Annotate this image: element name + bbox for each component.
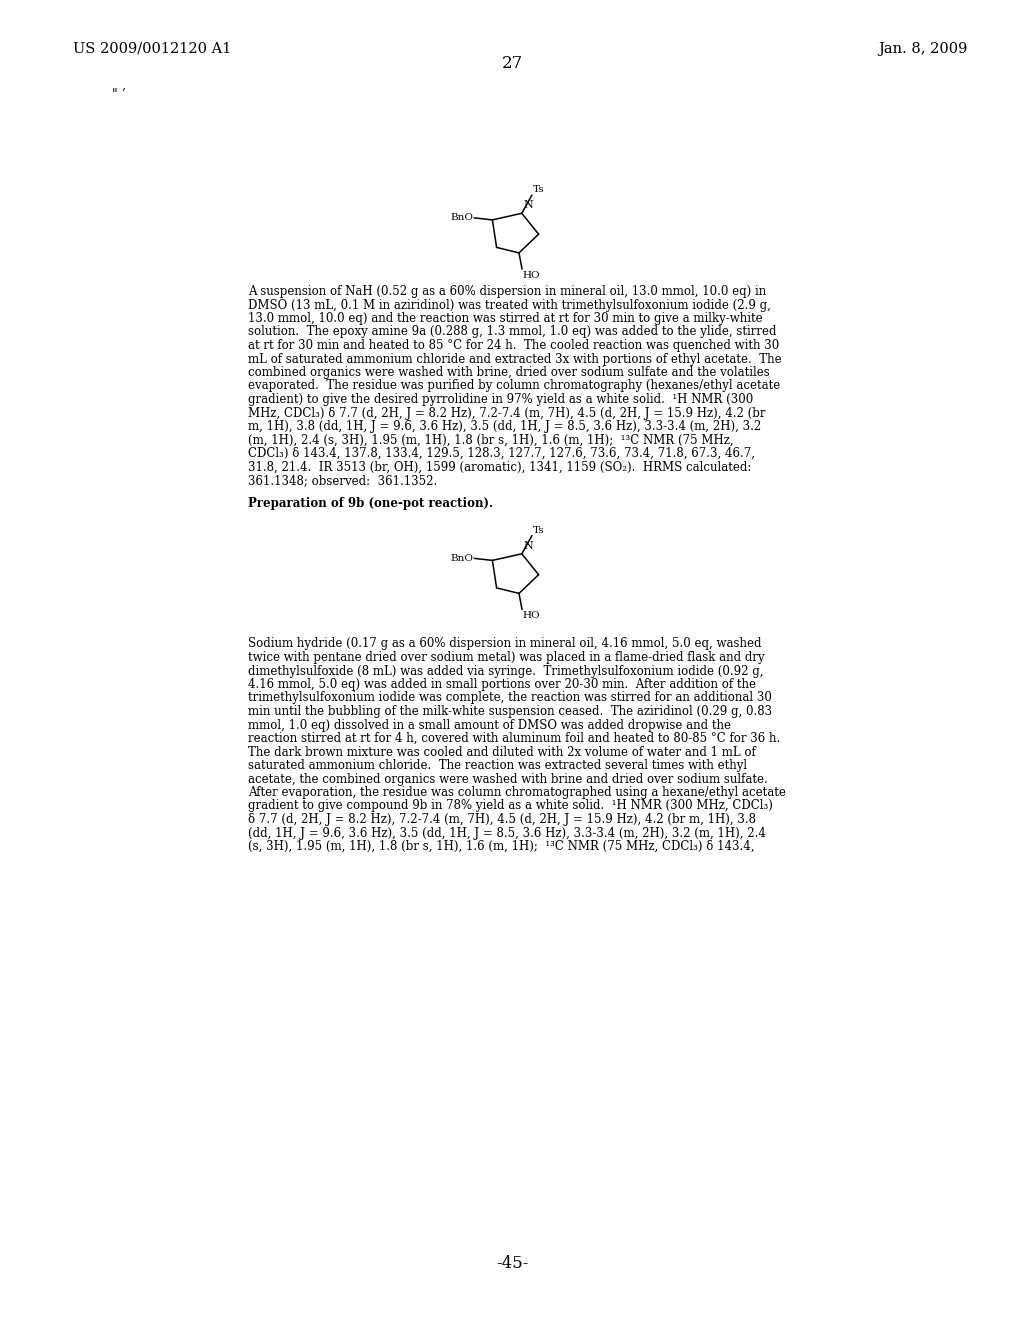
Text: CDCl₃) δ 143.4, 137.8, 133.4, 129.5, 128.3, 127.7, 127.6, 73.6, 73.4, 71.8, 67.3: CDCl₃) δ 143.4, 137.8, 133.4, 129.5, 128… (248, 447, 755, 459)
Text: BnO: BnO (451, 554, 473, 562)
Text: saturated ammonium chloride.  The reaction was extracted several times with ethy: saturated ammonium chloride. The reactio… (248, 759, 748, 772)
Text: " ’: " ’ (112, 88, 126, 102)
Text: (s, 3H), 1.95 (m, 1H), 1.8 (br s, 1H), 1.6 (m, 1H);  ¹³C NMR (75 MHz, CDCl₃) δ 1: (s, 3H), 1.95 (m, 1H), 1.8 (br s, 1H), 1… (248, 840, 755, 853)
Text: gradient) to give the desired pyrrolidine in 97% yield as a white solid.  ¹H NMR: gradient) to give the desired pyrrolidin… (248, 393, 754, 407)
Text: trimethylsulfoxonium iodide was complete, the reaction was stirred for an additi: trimethylsulfoxonium iodide was complete… (248, 692, 772, 705)
Text: twice with pentane dried over sodium metal) was placed in a flame-dried flask an: twice with pentane dried over sodium met… (248, 651, 765, 664)
Text: mmol, 1.0 eq) dissolved in a small amount of DMSO was added dropwise and the: mmol, 1.0 eq) dissolved in a small amoun… (248, 718, 731, 731)
Text: A suspension of NaH (0.52 g as a 60% dispersion in mineral oil, 13.0 mmol, 10.0 : A suspension of NaH (0.52 g as a 60% dis… (248, 285, 766, 298)
Text: (m, 1H), 2.4 (s, 3H), 1.95 (m, 1H), 1.8 (br s, 1H), 1.6 (m, 1H);  ¹³C NMR (75 MH: (m, 1H), 2.4 (s, 3H), 1.95 (m, 1H), 1.8 … (248, 433, 733, 446)
Text: BnO: BnO (451, 214, 473, 222)
Text: min until the bubbling of the milk-white suspension ceased.  The aziridinol (0.2: min until the bubbling of the milk-white… (248, 705, 772, 718)
Text: MHz, CDCl₃) δ 7.7 (d, 2H, J = 8.2 Hz), 7.2-7.4 (m, 7H), 4.5 (d, 2H, J = 15.9 Hz): MHz, CDCl₃) δ 7.7 (d, 2H, J = 8.2 Hz), 7… (248, 407, 766, 420)
Text: mL of saturated ammonium chloride and extracted 3x with portions of ethyl acetat: mL of saturated ammonium chloride and ex… (248, 352, 781, 366)
Text: 361.1348; observed:  361.1352.: 361.1348; observed: 361.1352. (248, 474, 437, 487)
Text: m, 1H), 3.8 (dd, 1H, J = 9.6, 3.6 Hz), 3.5 (dd, 1H, J = 8.5, 3.6 Hz), 3.3-3.4 (m: m, 1H), 3.8 (dd, 1H, J = 9.6, 3.6 Hz), 3… (248, 420, 761, 433)
Text: US 2009/0012120 A1: US 2009/0012120 A1 (73, 42, 231, 55)
Text: 13.0 mmol, 10.0 eq) and the reaction was stirred at rt for 30 min to give a milk: 13.0 mmol, 10.0 eq) and the reaction was… (248, 312, 763, 325)
Text: The dark brown mixture was cooled and diluted with 2x volume of water and 1 mL o: The dark brown mixture was cooled and di… (248, 746, 756, 759)
Text: evaporated.  The residue was purified by column chromatography (hexanes/ethyl ac: evaporated. The residue was purified by … (248, 380, 780, 392)
Text: solution.  The epoxy amine 9a (0.288 g, 1.3 mmol, 1.0 eq) was added to the ylide: solution. The epoxy amine 9a (0.288 g, 1… (248, 326, 776, 338)
Text: -45-: -45- (496, 1255, 528, 1272)
Text: acetate, the combined organics were washed with brine and dried over sodium sulf: acetate, the combined organics were wash… (248, 772, 768, 785)
Text: Preparation of 9b (one-pot reaction).: Preparation of 9b (one-pot reaction). (248, 498, 494, 511)
Text: at rt for 30 min and heated to 85 °C for 24 h.  The cooled reaction was quenched: at rt for 30 min and heated to 85 °C for… (248, 339, 779, 352)
Text: Sodium hydride (0.17 g as a 60% dispersion in mineral oil, 4.16 mmol, 5.0 eq, wa: Sodium hydride (0.17 g as a 60% dispersi… (248, 638, 762, 651)
Text: (dd, 1H, J = 9.6, 3.6 Hz), 3.5 (dd, 1H, J = 8.5, 3.6 Hz), 3.3-3.4 (m, 2H), 3.2 (: (dd, 1H, J = 9.6, 3.6 Hz), 3.5 (dd, 1H, … (248, 826, 766, 840)
Text: DMSO (13 mL, 0.1 M in aziridinol) was treated with trimethylsulfoxonium iodide (: DMSO (13 mL, 0.1 M in aziridinol) was tr… (248, 298, 771, 312)
Text: δ 7.7 (d, 2H, J = 8.2 Hz), 7.2-7.4 (m, 7H), 4.5 (d, 2H, J = 15.9 Hz), 4.2 (br m,: δ 7.7 (d, 2H, J = 8.2 Hz), 7.2-7.4 (m, 7… (248, 813, 756, 826)
Text: 4.16 mmol, 5.0 eq) was added in small portions over 20-30 min.  After addition o: 4.16 mmol, 5.0 eq) was added in small po… (248, 678, 756, 690)
Text: gradient to give compound 9b in 78% yield as a white solid.  ¹H NMR (300 MHz, CD: gradient to give compound 9b in 78% yiel… (248, 800, 773, 813)
Text: reaction stirred at rt for 4 h, covered with aluminum foil and heated to 80-85 °: reaction stirred at rt for 4 h, covered … (248, 733, 780, 744)
Text: After evaporation, the residue was column chromatographed using a hexane/ethyl a: After evaporation, the residue was colum… (248, 785, 785, 799)
Text: HO: HO (522, 611, 540, 620)
Text: N: N (524, 201, 534, 210)
Text: HO: HO (522, 271, 540, 280)
Text: Ts: Ts (532, 185, 545, 194)
Text: Jan. 8, 2009: Jan. 8, 2009 (879, 42, 968, 55)
Text: Ts: Ts (532, 525, 545, 535)
Text: combined organics were washed with brine, dried over sodium sulfate and the vola: combined organics were washed with brine… (248, 366, 770, 379)
Text: 31.8, 21.4.  IR 3513 (br, OH), 1599 (aromatic), 1341, 1159 (SO₂).  HRMS calculat: 31.8, 21.4. IR 3513 (br, OH), 1599 (arom… (248, 461, 752, 474)
Text: dimethylsulfoxide (8 mL) was added via syringe.  Trimethylsulfoxonium iodide (0.: dimethylsulfoxide (8 mL) was added via s… (248, 664, 764, 677)
Text: N: N (524, 541, 534, 550)
Text: 27: 27 (502, 55, 522, 73)
